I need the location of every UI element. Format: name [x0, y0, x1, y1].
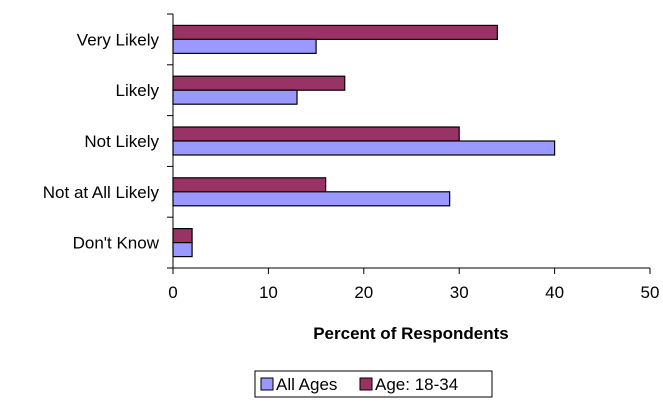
bars-group — [172, 24, 556, 258]
x-tick-label: 0 — [168, 283, 177, 302]
legend-swatch-all-ages — [260, 377, 274, 391]
legend-label-all-ages: All Ages — [276, 375, 337, 394]
x-tick-label: 10 — [259, 283, 278, 302]
bar-age-18-34-0 — [172, 24, 498, 40]
x-tick-label: 20 — [354, 283, 373, 302]
bar-all-ages-4 — [172, 242, 193, 258]
legend-swatch-age-18-34 — [359, 377, 373, 391]
bar-age-18-34-4 — [172, 228, 193, 244]
bar-age-18-34-1 — [172, 75, 346, 91]
legend-label-age-18-34: Age: 18-34 — [375, 375, 458, 394]
bar-age-18-34-2 — [172, 126, 460, 142]
bar-all-ages-2 — [172, 140, 556, 156]
bar-age-18-34-3 — [172, 177, 327, 193]
y-tick-label: Not Likely — [84, 132, 159, 151]
legend: All Ages Age: 18-34 — [254, 370, 493, 398]
axes-group: Very Likely Likely Not Likely Not at All Li… — [43, 13, 660, 302]
bar-all-ages-1 — [172, 89, 298, 105]
y-tick-label: Don't Know — [73, 234, 160, 253]
bar-all-ages-0 — [172, 38, 317, 55]
x-tick-label: 40 — [545, 283, 564, 302]
legend-box — [254, 370, 493, 398]
y-tick-label: Not at All Likely — [43, 183, 160, 202]
y-tick-label: Very Likely — [77, 30, 160, 49]
bar-all-ages-3 — [172, 191, 451, 207]
x-tick-label: 50 — [641, 283, 660, 302]
x-tick-label: 30 — [450, 283, 469, 302]
y-tick-label: Likely — [116, 81, 160, 100]
x-axis-label: Percent of Respondents — [313, 324, 509, 343]
